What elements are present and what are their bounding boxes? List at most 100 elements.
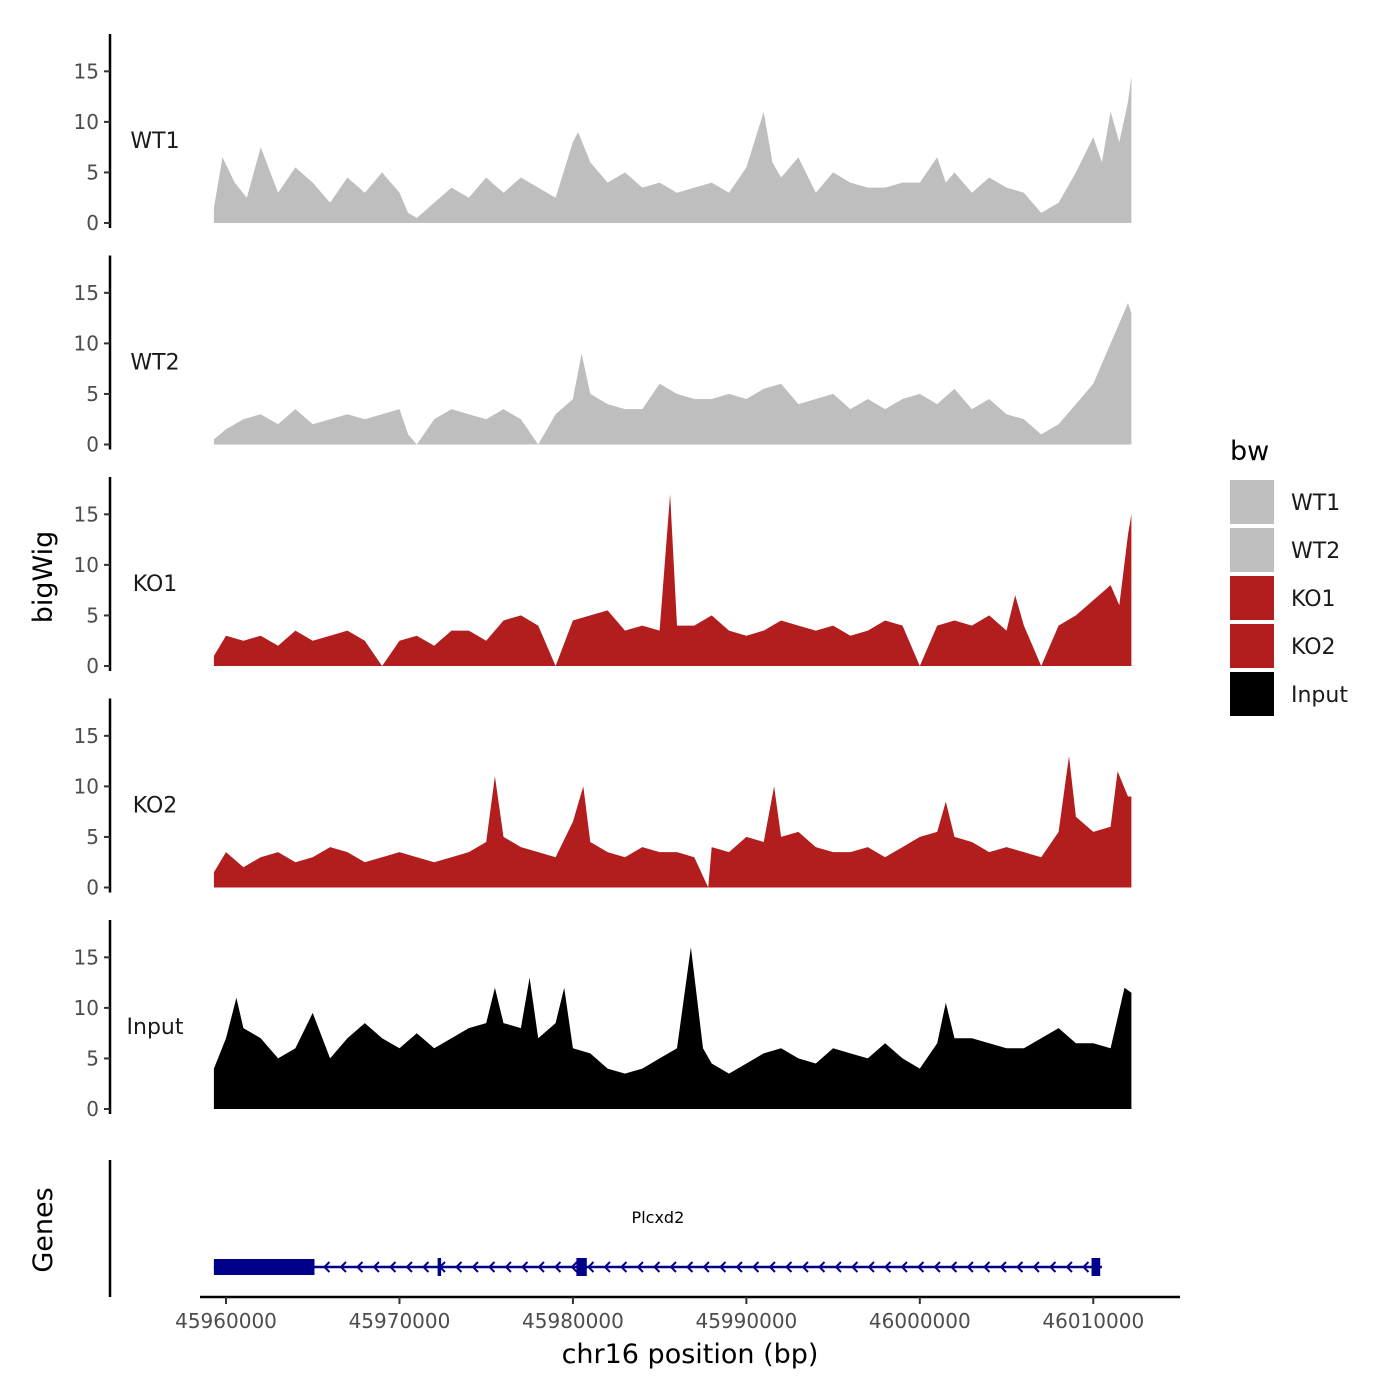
strand-arrow — [1032, 1261, 1040, 1273]
strand-arrow — [504, 1261, 512, 1273]
strand-arrow — [554, 1261, 562, 1273]
strand-arrow — [488, 1261, 496, 1273]
strand-arrow — [537, 1261, 545, 1273]
strand-arrow — [1016, 1261, 1024, 1273]
strand-arrow — [785, 1261, 793, 1273]
y-tick-label: 0 — [86, 654, 99, 678]
coverage-area-input — [213, 947, 1132, 1109]
y-tick-label: 10 — [74, 331, 99, 355]
track-label: KO2 — [133, 794, 178, 819]
genes-axis-title: Genes — [28, 1187, 59, 1272]
y-tick-label: 15 — [74, 59, 99, 83]
strand-arrow — [851, 1261, 859, 1273]
strand-arrow — [702, 1261, 710, 1273]
legend-swatch — [1230, 624, 1274, 668]
strand-arrow — [422, 1261, 430, 1273]
coverage-tracks: 0 5 10 15 WT1 0 5 10 15 WT2 0 5 10 15 KO1 0 5 10 15 KO2 0 5 10… — [74, 34, 1132, 1121]
strand-arrow — [752, 1261, 760, 1273]
coverage-area-wt2 — [213, 302, 1132, 445]
y-tick-label: 0 — [86, 433, 99, 457]
strand-arrow — [455, 1261, 463, 1273]
strand-arrow — [620, 1261, 628, 1273]
y-tick-label: 0 — [86, 1097, 99, 1121]
legend-title: bw — [1230, 436, 1269, 467]
coverage-area-ko2 — [213, 756, 1132, 888]
y-tick-label: 15 — [74, 724, 99, 748]
strand-arrow — [686, 1261, 694, 1273]
gene-exon — [437, 1258, 442, 1276]
strand-arrow — [389, 1261, 397, 1273]
y-tick-label: 5 — [86, 603, 99, 627]
strand-arrow — [768, 1261, 776, 1273]
x-tick-label: 46010000 — [1042, 1309, 1144, 1333]
strand-arrow — [521, 1261, 529, 1273]
y-tick-label: 15 — [74, 945, 99, 969]
legend-label: Input — [1291, 683, 1348, 708]
strand-arrow — [884, 1261, 892, 1273]
strand-arrow — [339, 1261, 347, 1273]
track-label: WT1 — [130, 129, 179, 154]
y-tick-label: 15 — [74, 502, 99, 526]
strand-arrow — [356, 1261, 364, 1273]
gene-name-label: Plcxd2 — [632, 1208, 685, 1227]
x-tick-label: 45960000 — [175, 1309, 277, 1333]
track-ko2: 0 5 10 15 KO2 — [74, 698, 1132, 900]
y-tick-label: 10 — [74, 553, 99, 577]
y-tick-label: 10 — [74, 996, 99, 1020]
y-axis-title: bigWig — [28, 531, 59, 624]
strand-arrow — [1065, 1261, 1073, 1273]
y-tick-label: 10 — [74, 110, 99, 134]
x-tick-label: 45970000 — [349, 1309, 451, 1333]
strand-arrow — [1049, 1261, 1057, 1273]
strand-arrow — [471, 1261, 479, 1273]
strand-arrow — [867, 1261, 875, 1273]
track-wt1: 0 5 10 15 WT1 — [74, 34, 1132, 235]
strand-arrow — [983, 1261, 991, 1273]
legend: bw WT1 WT2 KO1 KO2 Input — [1230, 436, 1348, 716]
x-tick-label: 46000000 — [869, 1309, 971, 1333]
track-label: Input — [127, 1015, 184, 1040]
legend-label: KO1 — [1291, 587, 1336, 612]
strand-arrow — [587, 1261, 595, 1273]
y-tick-label: 15 — [74, 281, 99, 305]
y-tick-label: 5 — [86, 1046, 99, 1070]
strand-arrow — [818, 1261, 826, 1273]
strand-arrow — [999, 1261, 1007, 1273]
coverage-area-ko1 — [213, 494, 1132, 666]
strand-arrow — [966, 1261, 974, 1273]
y-tick-label: 0 — [86, 876, 99, 900]
legend-swatch — [1230, 576, 1274, 620]
legend-swatch — [1230, 528, 1274, 572]
x-tick-label: 45980000 — [522, 1309, 624, 1333]
strand-arrow — [323, 1261, 331, 1273]
x-tick-label: 45990000 — [695, 1309, 797, 1333]
strand-arrow — [1082, 1261, 1090, 1273]
y-tick-label: 5 — [86, 382, 99, 406]
x-axis-title: chr16 position (bp) — [562, 1339, 819, 1370]
strand-arrow — [900, 1261, 908, 1273]
legend-swatch — [1230, 480, 1274, 524]
strand-arrow — [570, 1261, 578, 1273]
legend-entry-wt1: WT1 — [1230, 480, 1340, 524]
strand-arrow — [372, 1261, 380, 1273]
gene-track: Plcxd2 — [108, 1160, 1102, 1297]
legend-entry-wt2: WT2 — [1230, 528, 1340, 572]
track-label: KO1 — [133, 572, 178, 597]
track-ko1: 0 5 10 15 KO1 — [74, 477, 1132, 678]
coverage-area-wt1 — [213, 76, 1132, 224]
track-label: WT2 — [130, 351, 179, 376]
strand-arrow — [636, 1261, 644, 1273]
y-tick-label: 0 — [86, 211, 99, 235]
strand-arrow — [653, 1261, 661, 1273]
legend-swatch — [1230, 672, 1274, 716]
legend-label: WT2 — [1291, 539, 1340, 564]
gene-exon — [576, 1258, 587, 1276]
legend-label: WT1 — [1291, 491, 1340, 516]
strand-arrow — [917, 1261, 925, 1273]
x-axis: 45960000 45970000 45980000 45990000 46000000… — [175, 1295, 1180, 1333]
track-input: 0 5 10 15 Input — [74, 920, 1132, 1121]
strand-arrow — [719, 1261, 727, 1273]
legend-label: KO2 — [1291, 635, 1336, 660]
y-tick-label: 5 — [86, 825, 99, 849]
